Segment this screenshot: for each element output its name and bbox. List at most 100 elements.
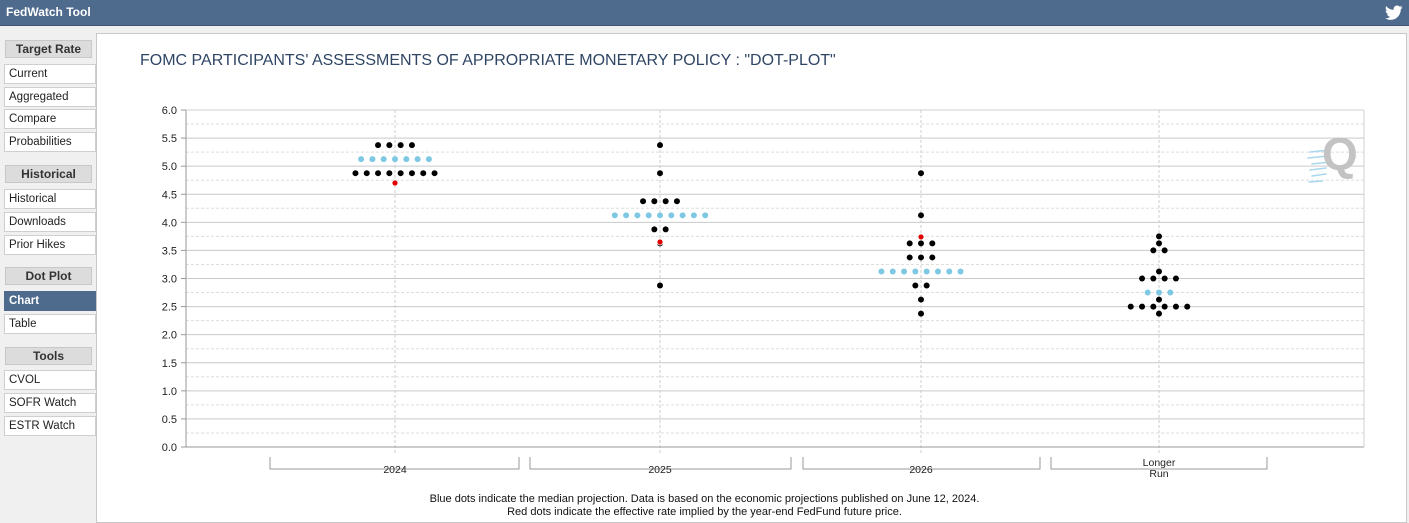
participant-dot: [397, 142, 404, 149]
sidebar-item-current[interactable]: Current: [4, 64, 96, 84]
chart-title: FOMC PARTICIPANTS' ASSESSMENTS OF APPROP…: [140, 52, 836, 69]
participant-dot: [657, 170, 663, 177]
participant-dot: [431, 170, 438, 177]
participant-dot: [420, 170, 427, 177]
median-dot: [657, 212, 663, 219]
participant-dot: [651, 198, 658, 205]
y-tick-label: 0.5: [162, 414, 177, 426]
median-dot: [611, 212, 618, 219]
participant-dot: [1156, 268, 1162, 275]
participant-dot: [657, 142, 663, 149]
category-bracket: [529, 457, 792, 470]
median-dot: [1167, 289, 1174, 296]
sidebar-item-cvol[interactable]: CVOL: [4, 370, 96, 390]
median-dot: [668, 212, 675, 219]
median-dot: [889, 268, 896, 275]
y-tick-label: 5.0: [162, 161, 177, 173]
participant-dot: [640, 198, 647, 205]
median-dot: [957, 268, 964, 275]
twitter-icon[interactable]: [1385, 5, 1403, 21]
footnote-implied: Red dots indicate the effective rate imp…: [507, 505, 902, 518]
median-dot: [878, 268, 885, 275]
participant-dot: [918, 254, 924, 261]
sidebar-item-compare[interactable]: Compare: [4, 109, 96, 129]
participant-dot: [1150, 275, 1157, 282]
participant-dot: [1139, 275, 1146, 282]
median-dot: [645, 212, 652, 219]
participant-dot: [912, 282, 919, 289]
sidebar-group-tools: Tools: [5, 347, 92, 365]
x-category-label: 2024: [383, 464, 407, 476]
x-category-label: Run: [1149, 468, 1168, 480]
x-category-label: 2026: [909, 464, 933, 476]
participant-dot: [363, 170, 370, 177]
sidebar-item-prior-hikes[interactable]: Prior Hikes: [4, 235, 96, 255]
participant-dot: [1156, 233, 1162, 240]
y-tick-label: 4.0: [162, 217, 177, 229]
participant-dot: [352, 170, 359, 177]
category-bracket: [802, 457, 1041, 470]
app-header: FedWatch Tool: [0, 0, 1409, 26]
y-tick-label: 3.5: [162, 245, 177, 257]
participant-dot: [1150, 303, 1157, 310]
participant-dot: [923, 282, 930, 289]
participant-dot: [662, 226, 669, 233]
sidebar-item-table[interactable]: Table: [4, 314, 96, 334]
y-tick-label: 1.0: [162, 386, 177, 398]
x-category-label: Longer: [1143, 457, 1176, 469]
participant-dot: [906, 254, 913, 261]
app-title: FedWatch Tool: [6, 5, 91, 19]
median-dot: [1144, 289, 1151, 296]
sidebar-item-estr-watch[interactable]: ESTR Watch: [4, 416, 96, 436]
x-category-label: 2025: [648, 464, 672, 476]
sidebar-item-aggregated[interactable]: Aggregated: [4, 87, 96, 107]
participant-dot: [662, 198, 669, 205]
y-tick-label: 1.5: [162, 358, 177, 370]
median-dot: [702, 212, 709, 219]
median-dot: [369, 156, 376, 163]
participant-dot: [918, 212, 924, 219]
median-dot: [392, 156, 398, 163]
participant-dot: [1161, 247, 1168, 254]
chart-footnote: Blue dots indicate the median projection…: [0, 493, 1409, 518]
sidebar-group-dot-plot: Dot Plot: [5, 267, 92, 285]
median-dot: [380, 156, 387, 163]
participant-dot: [386, 142, 393, 149]
y-tick-label: 5.5: [162, 133, 177, 145]
category-bracket: [269, 457, 520, 470]
participant-dot: [918, 310, 924, 317]
sidebar-item-sofr-watch[interactable]: SOFR Watch: [4, 393, 96, 413]
median-dot: [923, 268, 930, 275]
median-dot: [634, 212, 641, 219]
median-dot: [1156, 289, 1162, 296]
sidebar-item-historical[interactable]: Historical: [4, 189, 96, 209]
participant-dot: [651, 226, 658, 233]
sidebar-item-probabilities[interactable]: Probabilities: [4, 132, 96, 152]
participant-dot: [1156, 310, 1162, 317]
participant-dot: [673, 198, 680, 205]
participant-dot: [1150, 247, 1157, 254]
implied-dot: [391, 179, 399, 187]
participant-dot: [1172, 275, 1179, 282]
participant-dot: [408, 142, 415, 149]
participant-dot: [929, 254, 936, 261]
sidebar-item-chart[interactable]: Chart: [4, 291, 96, 311]
sidebar-item-downloads[interactable]: Downloads: [4, 212, 96, 232]
implied-dot: [917, 233, 925, 241]
y-tick-label: 2.0: [162, 330, 177, 342]
median-dot: [358, 156, 365, 163]
median-dot: [679, 212, 686, 219]
median-dot: [901, 268, 908, 275]
participant-dot: [918, 296, 924, 303]
participant-dot: [375, 170, 382, 177]
y-tick-label: 3.0: [162, 274, 177, 286]
participant-dot: [906, 240, 913, 247]
median-dot: [934, 268, 941, 275]
median-dot: [912, 268, 919, 275]
median-dot: [403, 156, 410, 163]
category-bracket: [1050, 457, 1268, 470]
svg-text:Q: Q: [1322, 128, 1358, 180]
sidebar-nav: Target Rate Current Aggregated Compare P…: [0, 26, 100, 521]
sidebar-group-historical: Historical: [5, 165, 92, 183]
